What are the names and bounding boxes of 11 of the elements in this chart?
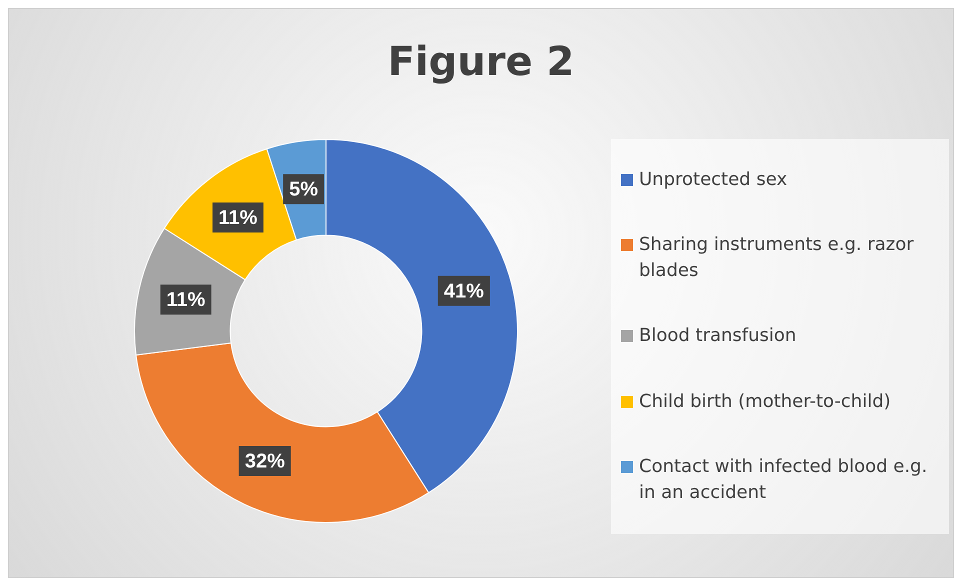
- chart-title: Figure 2: [386, 39, 576, 85]
- data-label: 41%: [444, 280, 484, 302]
- legend-label: Sharing instruments e.g. razor blades: [639, 233, 915, 284]
- data-label: 11%: [166, 289, 206, 312]
- slice-label: Unprotected sex: [639, 168, 788, 192]
- data-label: 32%: [244, 450, 286, 472]
- data-label: 11%: [218, 207, 258, 230]
- legend-label: Contact with infected blood e.g. in an accident: [639, 455, 928, 506]
- legend-label: Blood transfusion: [639, 324, 796, 348]
- data-label: 5%: [289, 178, 318, 201]
- legend-label: Child birth (mother-to-child): [639, 390, 891, 414]
